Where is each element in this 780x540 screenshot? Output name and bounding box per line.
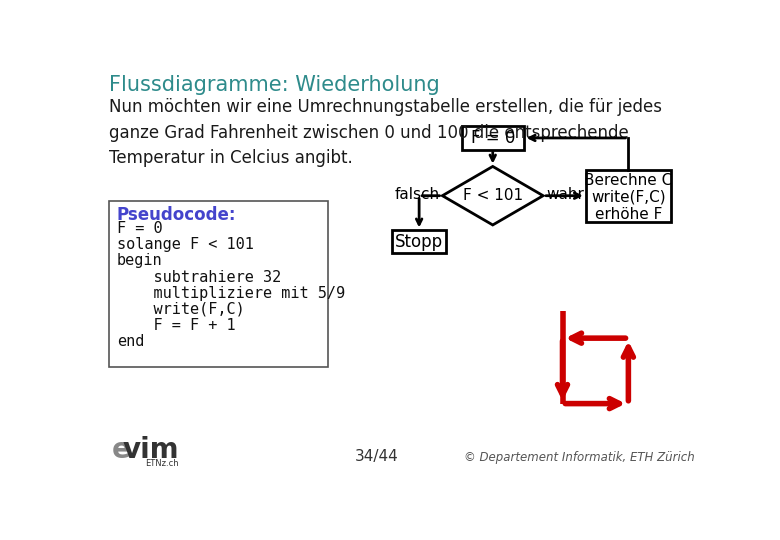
Text: wahr: wahr xyxy=(546,187,584,201)
Text: multipliziere mit 5/9: multipliziere mit 5/9 xyxy=(117,286,345,301)
Text: erhöhe F: erhöhe F xyxy=(594,207,662,222)
Text: Nun möchten wir eine Umrechnungstabelle erstellen, die für jedes
ganze Grad Fahr: Nun möchten wir eine Umrechnungstabelle … xyxy=(109,98,662,167)
Polygon shape xyxy=(442,166,543,225)
Text: falsch: falsch xyxy=(394,187,439,201)
Text: Berechne C: Berechne C xyxy=(584,173,672,188)
Text: Pseudocode:: Pseudocode: xyxy=(117,206,236,224)
Text: Flussdiagramme: Wiederholung: Flussdiagramme: Wiederholung xyxy=(109,75,440,95)
Text: write(F,C): write(F,C) xyxy=(117,302,245,317)
Text: write(F,C): write(F,C) xyxy=(591,190,665,205)
Text: F < 101: F < 101 xyxy=(463,188,523,203)
Bar xyxy=(462,126,523,150)
Bar xyxy=(586,170,671,222)
Text: solange F < 101: solange F < 101 xyxy=(117,237,254,252)
Text: end: end xyxy=(117,334,144,349)
Text: e: e xyxy=(112,436,130,464)
Text: F = 0: F = 0 xyxy=(470,129,515,147)
Text: F = F + 1: F = F + 1 xyxy=(117,318,236,333)
Text: 34/44: 34/44 xyxy=(355,449,399,464)
Text: Stopp: Stopp xyxy=(395,233,443,251)
Text: begin: begin xyxy=(117,253,162,268)
Text: ETNz.ch: ETNz.ch xyxy=(146,460,179,468)
Text: © Departement Informatik, ETH Zürich: © Departement Informatik, ETH Zürich xyxy=(463,451,694,464)
FancyBboxPatch shape xyxy=(109,201,328,367)
Bar xyxy=(392,231,446,253)
Text: subtrahiere 32: subtrahiere 32 xyxy=(117,269,281,285)
Text: vim: vim xyxy=(122,436,179,464)
Text: F = 0: F = 0 xyxy=(117,221,162,236)
